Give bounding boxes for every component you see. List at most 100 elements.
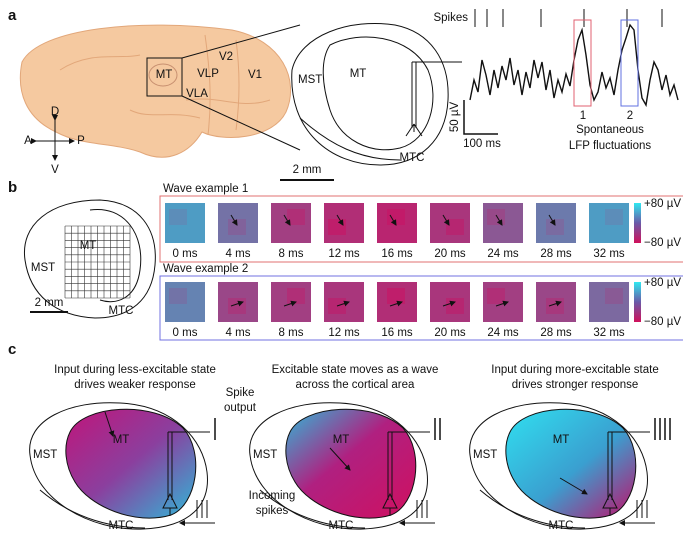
wave-frame-patch (446, 219, 464, 235)
scale-bars (463, 100, 498, 135)
compass-label: D (51, 106, 59, 118)
time-label: 16 ms (381, 248, 413, 260)
wave-arrow (442, 300, 456, 307)
event-box (620, 19, 639, 107)
region-label: MTC (109, 305, 134, 317)
colorbar-label: −80 µV (644, 237, 681, 249)
mt-region (322, 36, 434, 151)
region-label: MT (350, 68, 367, 80)
compass-label: A (24, 135, 32, 147)
event-box (573, 19, 592, 107)
wave-frame-patch (487, 209, 505, 225)
colorbar (634, 282, 641, 322)
zoom-line (181, 24, 301, 59)
mtc-border (479, 489, 586, 529)
colorbar (634, 203, 641, 243)
wave-frame-patch (287, 288, 305, 304)
region-label: MT (333, 434, 350, 446)
time-label: 32 ms (593, 248, 625, 260)
brain-sulci (59, 34, 271, 136)
wave-frame-patch (446, 298, 464, 314)
mt-area (505, 408, 637, 519)
time-label: 20 ms (434, 327, 466, 339)
area-label: VLA (186, 88, 208, 100)
wave-arrow (283, 300, 297, 307)
neuron (405, 123, 423, 137)
electrode-grid (64, 225, 131, 299)
mtc-border (299, 117, 401, 161)
colorbar-label: +80 µV (644, 277, 681, 289)
time-label: 8 ms (279, 327, 304, 339)
caption: across the cortical area (296, 379, 415, 391)
cortex: MST MT MTC (249, 402, 441, 532)
time-label: 20 ms (434, 248, 466, 260)
map-outline (23, 199, 156, 319)
wave-title: Wave example 2 (163, 263, 248, 275)
wave-frame-patch (387, 209, 405, 225)
wave-frame-patch (169, 209, 187, 225)
colorbar-label: +80 µV (644, 198, 681, 210)
inset-outline (291, 22, 449, 166)
mt-arrow (104, 411, 115, 437)
time-label: 12 ms (328, 248, 360, 260)
mt-arrow (329, 447, 351, 471)
mtc-border (39, 489, 146, 529)
area-label: VLP (197, 68, 219, 80)
colorbar-label: −80 µV (644, 316, 681, 328)
region-label: MST (31, 262, 55, 274)
region-label: MST (298, 74, 322, 86)
region-label: MT (113, 434, 130, 446)
region-label: MST (253, 449, 277, 461)
time-label: 28 ms (540, 327, 572, 339)
time-label: 8 ms (279, 248, 304, 260)
wave-frame-patch (328, 219, 346, 235)
annotation: Spike (226, 387, 255, 399)
time-label: 32 ms (593, 327, 625, 339)
panel-label: b (8, 179, 17, 196)
panel-label: c (8, 341, 16, 358)
cortex: MST MT MTC (29, 402, 216, 532)
brain (19, 24, 291, 158)
time-label: 24 ms (487, 248, 519, 260)
wave-arrow (548, 300, 562, 307)
wave-arrow (495, 214, 503, 226)
wave-frame-patch (228, 219, 246, 235)
wave-arrow (230, 214, 238, 226)
cortex: MST MT MTC (469, 402, 671, 532)
wave-frame-patch (169, 288, 187, 304)
wave-title: Wave example 1 (163, 183, 248, 195)
area-label: V1 (248, 69, 262, 81)
region-label: MTC (109, 520, 134, 532)
region-label: MST (473, 449, 497, 461)
region-label: MST (33, 449, 57, 461)
wave-frame-patch (605, 209, 623, 225)
caption: LFP fluctuations (569, 140, 652, 152)
region-label: MT (553, 434, 570, 446)
wave-frame-patch (546, 298, 564, 314)
time-label: 4 ms (226, 327, 251, 339)
region-label: MTC (329, 520, 354, 532)
mt-border (89, 208, 142, 303)
wave-arrow (495, 300, 509, 307)
wave-arrow (548, 214, 556, 226)
inset-box (146, 57, 183, 97)
mt-arrow (559, 477, 588, 495)
wave-arrow (442, 214, 450, 226)
wave-frame-patch (387, 288, 405, 304)
wave-arrow (283, 214, 291, 226)
wave-frame-patch (487, 288, 505, 304)
time-label: 24 ms (487, 327, 519, 339)
neuron (162, 492, 178, 516)
electrode (411, 61, 462, 128)
spikes-label: Spikes (433, 12, 468, 24)
wave-arrow (336, 300, 350, 307)
time-label: 4 ms (226, 248, 251, 260)
wave-frame-patch (287, 209, 305, 225)
event-label: 2 (627, 110, 633, 122)
wave-frame-patch (605, 288, 623, 304)
electrode (607, 431, 650, 500)
scale-label: 2 mm (35, 297, 64, 309)
zoom-line (181, 95, 301, 151)
caption: drives stronger response (512, 379, 639, 391)
